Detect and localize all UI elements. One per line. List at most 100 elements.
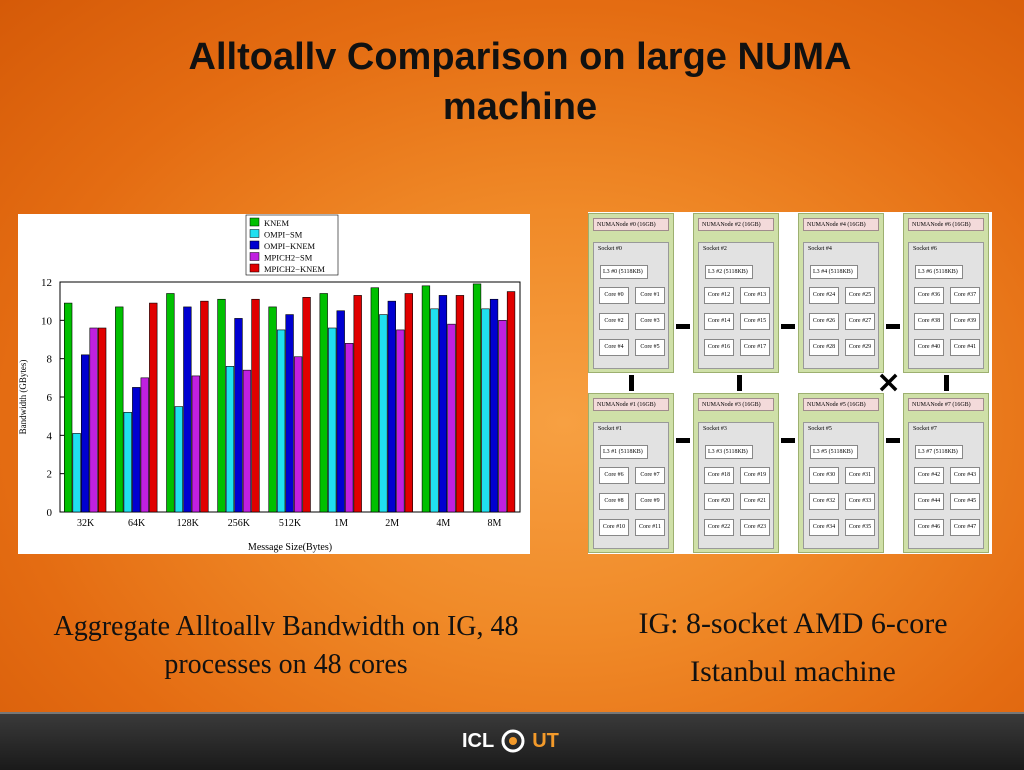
interconnect-link xyxy=(676,324,690,329)
chart-caption: Aggregate Alltoallv Bandwidth on IG, 48 … xyxy=(0,608,572,684)
bar-mpich2-knem-1m xyxy=(353,295,362,513)
numa-node: NUMANode #3 (16GB) Socket #3 L3 #3 (5118KB… xyxy=(693,393,779,553)
numa-node: NUMANode #7 (16GB) Socket #7 L3 #7 (5118KB… xyxy=(903,393,989,553)
core-box: Core #4 xyxy=(599,339,629,356)
core-box: Core #19 xyxy=(740,467,770,484)
legend-swatch xyxy=(249,229,260,238)
y-axis-label: Bandwidth (GBytes) xyxy=(18,360,28,435)
bar-mpich2-knem-128k xyxy=(200,300,209,513)
l3-cache: L3 #2 (5118KB) xyxy=(705,265,753,279)
bar-mpich2-sm-256k xyxy=(242,369,252,513)
bar-mpich2-knem-8m xyxy=(506,291,516,513)
x-tick-label: 256K xyxy=(228,518,251,529)
bar-ompi-knem-256k xyxy=(234,318,243,513)
interconnect-link xyxy=(781,324,795,329)
bar-mpich2-sm-2m xyxy=(396,329,405,513)
socket-box: Socket #3 L3 #3 (5118KB) Core #18 Core #19 C… xyxy=(698,422,774,549)
y-tick-label: 0 xyxy=(47,507,53,519)
socket-label: Socket #0 xyxy=(598,246,622,252)
bar-ompi-sm-64k xyxy=(123,412,132,513)
l3-cache: L3 #4 (5118KB) xyxy=(810,265,858,279)
core-box: Core #2 xyxy=(599,313,629,330)
numa-node-label: NUMANode #1 (16GB) xyxy=(593,398,669,411)
bar-ompi-knem-1m xyxy=(336,310,345,513)
core-box: Core #17 xyxy=(740,339,770,356)
bar-knem-512k xyxy=(268,306,277,513)
slide-title-line2: machine xyxy=(442,86,598,128)
bar-knem-1m xyxy=(319,293,328,513)
interconnect-link xyxy=(629,375,634,391)
machine-caption-line1: IG: 8-socket AMD 6-core xyxy=(638,607,948,640)
core-box: Core #16 xyxy=(704,339,734,356)
core-box: Core #32 xyxy=(809,493,839,510)
bar-knem-8m xyxy=(472,283,482,513)
l3-cache: L3 #6 (5118KB) xyxy=(915,265,963,279)
numa-topology-diagram: NUMANode #0 (16GB) Socket #0 L3 #0 (5118KB… xyxy=(588,212,992,554)
bandwidth-chart: 0 2 4 6 8 10 12 Bandwidth (GBytes) 32K 64K 128K 256… xyxy=(18,214,530,554)
interconnect-link xyxy=(886,438,900,443)
l3-cache: L3 #3 (5118KB) xyxy=(705,445,753,459)
core-box: Core #43 xyxy=(950,467,980,484)
core-box: Core #10 xyxy=(599,519,629,536)
machine-caption-line2: Istanbul machine xyxy=(690,655,896,688)
socket-label: Socket #5 xyxy=(808,426,832,432)
core-box: Core #25 xyxy=(845,287,875,304)
y-tick-label: 10 xyxy=(41,315,53,327)
numa-node-label: NUMANode #7 (16GB) xyxy=(908,398,984,411)
core-box: Core #35 xyxy=(845,519,875,536)
core-box: Core #34 xyxy=(809,519,839,536)
core-box: Core #40 xyxy=(914,339,944,356)
bar-knem-2m xyxy=(370,287,379,513)
interconnect-link xyxy=(737,375,742,391)
bar-mpich2-knem-2m xyxy=(404,293,413,513)
socket-label: Socket #7 xyxy=(913,426,937,432)
numa-node-label: NUMANode #3 (16GB) xyxy=(698,398,774,411)
l3-cache: L3 #5 (5118KB) xyxy=(810,445,858,459)
legend-swatch xyxy=(249,263,260,273)
legend-label: OMPI−SM xyxy=(264,230,303,240)
legend-swatch xyxy=(249,217,260,227)
x-tick-label: 64K xyxy=(128,518,146,529)
bar-ompi-sm-1m xyxy=(328,327,337,513)
machine-caption: IG: 8-socket AMD 6-core Istanbul machine xyxy=(600,600,986,696)
core-box: Core #33 xyxy=(845,493,875,510)
numa-node: NUMANode #1 (16GB) Socket #1 L3 #1 (5118KB… xyxy=(588,393,674,553)
core-box: Core #27 xyxy=(845,313,875,330)
l3-cache: L3 #7 (5118KB) xyxy=(915,445,963,459)
core-box: Core #1 xyxy=(635,287,665,304)
x-tick-label: 32K xyxy=(77,518,95,529)
bar-knem-256k xyxy=(217,298,226,513)
y-tick-label: 6 xyxy=(47,392,53,404)
chart-caption-line2: processes on 48 cores xyxy=(164,649,408,680)
socket-box: Socket #2 L3 #2 (5118KB) Core #12 Core #13 C… xyxy=(698,242,774,369)
core-box: Core #39 xyxy=(950,313,980,330)
bar-ompi-sm-4m xyxy=(430,308,439,513)
numa-node: NUMANode #0 (16GB) Socket #0 L3 #0 (5118KB… xyxy=(588,213,674,373)
interconnect-link xyxy=(886,324,900,329)
numa-node-label: NUMANode #4 (16GB) xyxy=(803,218,879,231)
y-tick-label: 8 xyxy=(47,354,53,366)
legend-swatch xyxy=(249,240,260,250)
core-box: Core #0 xyxy=(599,287,629,304)
bandwidth-chart-svg: 0 2 4 6 8 10 12 Bandwidth (GBytes) 32K 64K 128K 256… xyxy=(18,214,521,553)
numa-node: NUMANode #4 (16GB) Socket #4 L3 #4 (5118KB… xyxy=(798,213,884,373)
bar-knem-4m xyxy=(421,285,431,513)
bar-mpich2-knem-4m xyxy=(455,295,465,513)
bar-ompi-sm-8m xyxy=(481,308,490,513)
legend-label: MPICH2−KNEM xyxy=(264,264,325,274)
bar-ompi-sm-32k xyxy=(72,433,81,513)
socket-label: Socket #1 xyxy=(598,426,622,432)
bar-mpich2-sm-8m xyxy=(498,320,507,513)
core-box: Core #46 xyxy=(914,519,944,536)
socket-label: Socket #2 xyxy=(703,246,727,252)
bar-ompi-sm-2m xyxy=(379,314,388,513)
core-box: Core #28 xyxy=(809,339,839,356)
x-tick-label: 512K xyxy=(279,518,302,529)
socket-box: Socket #6 L3 #6 (5118KB) Core #36 Core #37 C… xyxy=(908,242,984,369)
bar-knem-64k xyxy=(115,306,124,513)
bar-ompi-knem-4m xyxy=(438,295,448,513)
bar-ompi-knem-32k xyxy=(81,354,90,513)
interconnect-link xyxy=(676,438,690,443)
interconnect-link xyxy=(781,438,795,443)
legend-box xyxy=(245,214,339,276)
